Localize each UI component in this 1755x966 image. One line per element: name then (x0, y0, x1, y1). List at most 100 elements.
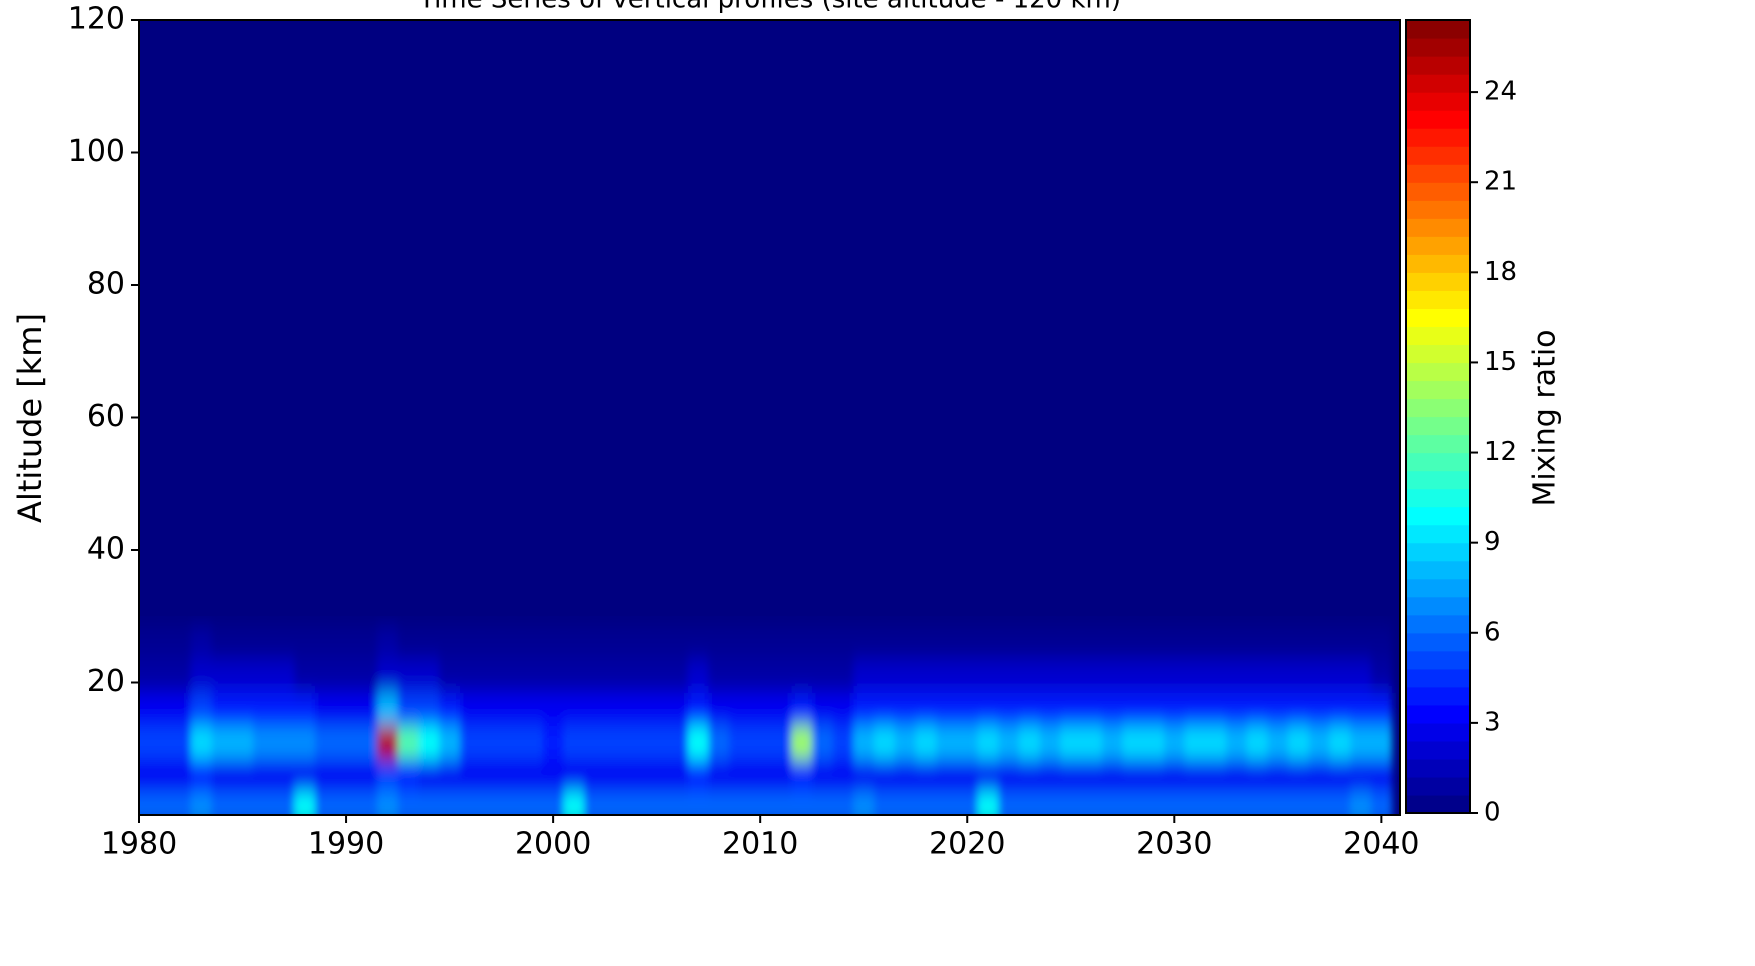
field-cell (1143, 659, 1165, 693)
colorbar-step (1406, 758, 1470, 778)
colorbar-tick-label: 9 (1484, 527, 1501, 557)
field-cell (501, 725, 523, 760)
field-cell (1371, 692, 1393, 727)
field-cell (1122, 692, 1144, 727)
field-cell (294, 758, 316, 793)
field-cell (1226, 758, 1248, 793)
colorbar-tick-label: 24 (1484, 77, 1517, 107)
colorbar-step (1406, 344, 1470, 364)
field-cell (874, 791, 896, 815)
field-cell (522, 758, 544, 793)
field-cell (749, 758, 772, 793)
field-cell (418, 626, 440, 660)
field-cell (1350, 692, 1372, 727)
field-cell (1060, 626, 1082, 660)
field-cell (604, 692, 627, 727)
field-cell (832, 692, 854, 727)
field-cell (998, 791, 1020, 815)
x-tick-label: 2040 (1343, 827, 1419, 862)
field-cell (1350, 659, 1372, 693)
field-cell (811, 626, 834, 660)
field-cell (139, 758, 150, 793)
field-cell (439, 626, 461, 660)
field-cell (1308, 725, 1331, 760)
field-clip (139, 626, 1393, 815)
field-cell (273, 791, 295, 815)
field-cell (811, 692, 834, 727)
field-cell (646, 692, 668, 727)
field-cell (356, 725, 378, 760)
field-cell (522, 626, 544, 660)
field-cell (139, 725, 150, 760)
field-cell (397, 791, 420, 815)
colorbar-step (1406, 20, 1470, 39)
field-cell (1143, 692, 1165, 727)
field-cell (625, 791, 647, 815)
field-cell (315, 626, 337, 660)
field-cell (252, 626, 275, 660)
field-cell (1205, 758, 1227, 793)
field-cell (149, 659, 171, 693)
field-cell (232, 659, 254, 693)
field-cell (1246, 758, 1268, 793)
colorbar-tick-label: 12 (1484, 437, 1517, 467)
colorbar-step (1406, 326, 1470, 346)
field-cell (811, 758, 834, 793)
field-cell (604, 626, 627, 660)
field-cell (625, 692, 647, 727)
field-cell (770, 791, 792, 815)
field-cell (1184, 659, 1206, 693)
field-cell (190, 626, 212, 660)
field-cell (149, 725, 171, 760)
field-cell (397, 725, 420, 760)
colorbar-step (1406, 128, 1470, 147)
field-cell (397, 626, 420, 660)
field-cell (1039, 725, 1061, 760)
colorbar-step (1406, 254, 1470, 273)
field-cell (749, 659, 772, 693)
field-cell (356, 626, 378, 660)
field-cell (687, 626, 709, 660)
field-cell (139, 659, 150, 693)
field-cell (377, 626, 399, 660)
field-cell (667, 758, 689, 793)
field-cell (139, 791, 150, 815)
field-cell (211, 692, 233, 727)
field-cell (459, 626, 482, 660)
field-cell (1101, 659, 1124, 693)
field-cell (522, 725, 544, 760)
field-cell (1101, 791, 1124, 815)
field-cell (1101, 626, 1124, 660)
field-cell (459, 758, 482, 793)
colorbar-step (1406, 434, 1470, 454)
colorbar-step (1406, 110, 1470, 129)
field-cell (335, 626, 357, 660)
field-cell (687, 692, 709, 727)
field-cell (708, 758, 730, 793)
colorbar-step (1406, 38, 1470, 57)
field-cell (915, 725, 937, 760)
field-cell (273, 692, 295, 727)
colorbar-step (1406, 596, 1470, 616)
field-cell (998, 692, 1020, 727)
field-cell (1122, 659, 1144, 693)
colorbar-step (1406, 632, 1470, 652)
field-cell (170, 725, 192, 760)
field-cell (1019, 692, 1041, 727)
field-cell (190, 692, 212, 727)
field-cell (894, 692, 916, 727)
field-cell (190, 725, 212, 760)
field-cell (377, 692, 399, 727)
field-cell (1371, 626, 1393, 660)
field-cell (584, 626, 606, 660)
field-cell (1308, 626, 1331, 660)
field-cell (1205, 692, 1227, 727)
field-cell (1308, 692, 1331, 727)
field-cell (708, 725, 730, 760)
field-cell (501, 692, 523, 727)
field-cell (1060, 791, 1082, 815)
field-cell (501, 659, 523, 693)
field-cell (252, 758, 275, 793)
field-cell (936, 725, 958, 760)
field-cell (170, 626, 192, 660)
